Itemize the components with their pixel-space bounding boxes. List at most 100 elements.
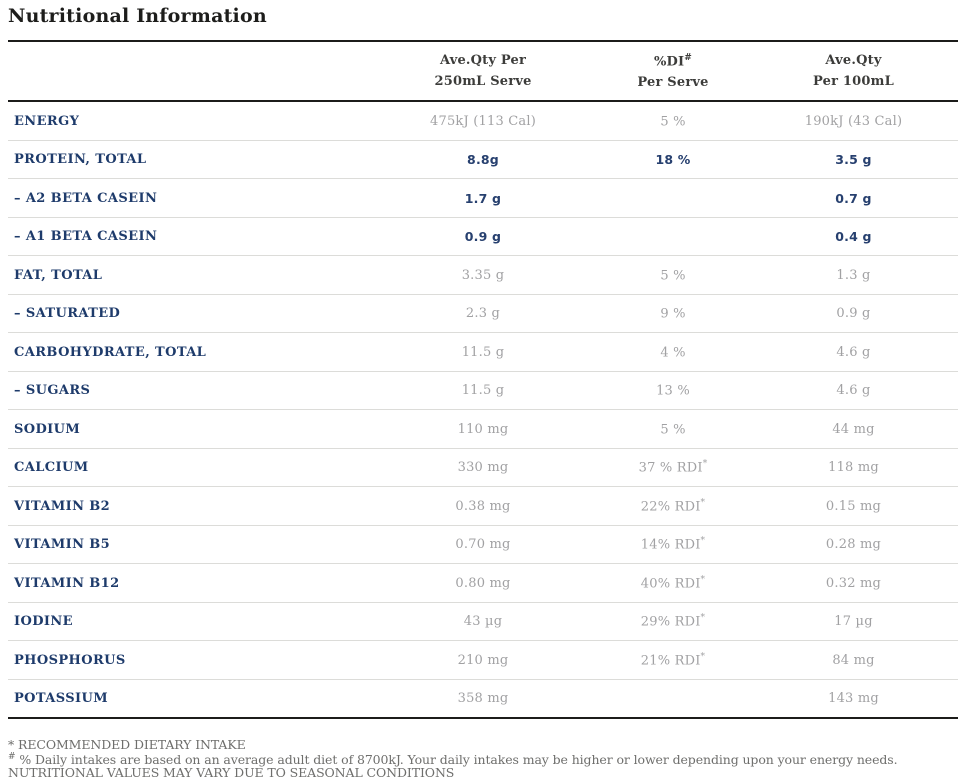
- header-percent-di: %DI# Per Serve: [597, 41, 749, 103]
- footnote-seasonal: NUTRITIONAL VALUES MAY VARY DUE TO SEASO…: [8, 765, 455, 780]
- table-row: – A1 BETA CASEIN 0.9 g 0.4 g: [8, 217, 958, 256]
- table-row: ENERGY 475kJ (113 Cal) 5 % 190kJ (43 Cal…: [8, 101, 958, 141]
- nutrient-label: – A2 BETA CASEIN: [14, 190, 158, 206]
- footnotes: * RECOMMENDED DIETARY INTAKE # % Daily i…: [8, 738, 958, 779]
- value-per-100ml: 0.4 g: [835, 229, 872, 245]
- value-per-serve: 3.35 g: [461, 267, 505, 283]
- nutrient-label: IODINE: [14, 614, 73, 630]
- value-percent-di: 13 %: [597, 371, 749, 410]
- value-per-100ml: 1.3 g: [836, 267, 871, 283]
- footnote-rdi: * RECOMMENDED DIETARY INTAKE: [8, 737, 246, 753]
- header-per-serve: Ave.Qty Per 250mL Serve: [369, 41, 597, 103]
- value-per-100ml: 17 µg: [834, 614, 873, 630]
- value-per-serve: 11.5 g: [461, 383, 505, 399]
- table-row: – A2 BETA CASEIN 1.7 g 0.7 g: [8, 179, 958, 218]
- header-percent-di-line2: Per Serve: [637, 75, 709, 91]
- nutrient-label: ENERGY: [14, 113, 80, 129]
- nutrient-label: – SUGARS: [14, 383, 91, 399]
- value-per-serve: 11.5 g: [461, 344, 505, 360]
- di-text: 14% RDI: [640, 537, 701, 553]
- table-row: IODINE 43 µg 29% RDI* 17 µg: [8, 602, 958, 641]
- footnote-daily-intake-sup: #: [8, 752, 16, 763]
- value-percent-di: [597, 217, 749, 256]
- table-row: PHOSPHORUS 210 mg 21% RDI* 84 mg: [8, 641, 958, 680]
- table-body: ENERGY 475kJ (113 Cal) 5 % 190kJ (43 Cal…: [8, 101, 958, 719]
- nutrition-table: Ave.Qty Per 250mL Serve %DI# Per Serve A…: [8, 40, 958, 719]
- di-sup: *: [700, 613, 706, 624]
- nutrient-label: VITAMIN B2: [14, 498, 111, 514]
- value-per-100ml: 143 mg: [828, 691, 879, 707]
- value-per-serve: 1.7 g: [464, 190, 502, 206]
- di-sup: *: [700, 574, 706, 585]
- header-nutrient-blank: [8, 41, 369, 103]
- table-row: – SATURATED 2.3 g 9 % 0.9 g: [8, 294, 958, 333]
- value-per-100ml: 0.15 mg: [825, 498, 882, 514]
- di-text: 4 %: [660, 345, 686, 361]
- nutrient-label: PHOSPHORUS: [14, 652, 126, 668]
- header-per-serve-line1: Ave.Qty Per: [439, 52, 527, 68]
- value-per-100ml: 0.7 g: [835, 190, 872, 206]
- footnote-daily-intake: # % Daily intakes are based on an averag…: [8, 751, 958, 766]
- nutrient-label: FAT, TOTAL: [14, 267, 103, 283]
- nutrient-label: CARBOHYDRATE, TOTAL: [14, 344, 207, 360]
- di-sup: *: [702, 459, 708, 470]
- table-row: CALCIUM 330 mg 37 % RDI* 118 mg: [8, 448, 958, 487]
- di-text: 21% RDI: [640, 653, 701, 669]
- di-sup: *: [700, 651, 706, 662]
- di-text: 5 %: [660, 114, 686, 130]
- table-row: POTASSIUM 358 mg 143 mg: [8, 679, 958, 719]
- di-sup: *: [700, 536, 706, 547]
- value-per-100ml: 3.5 g: [835, 152, 872, 168]
- nutrient-label: – SATURATED: [14, 306, 121, 322]
- di-text: 5 %: [660, 422, 686, 438]
- value-per-serve: 0.80 mg: [455, 575, 511, 591]
- header-percent-di-line1: %DI#: [597, 48, 749, 72]
- value-percent-di: 18 %: [597, 140, 749, 179]
- value-per-serve: 0.38 mg: [455, 498, 511, 514]
- page-title: Nutritional Information: [8, 5, 267, 27]
- value-percent-di: 29% RDI*: [597, 602, 749, 641]
- di-text: 29% RDI: [640, 614, 701, 630]
- nutrition-panel: Nutritional Information Ave.Qty Per 250m…: [0, 3, 969, 779]
- value-percent-di: 37 % RDI*: [597, 448, 749, 487]
- table-row: VITAMIN B2 0.38 mg 22% RDI* 0.15 mg: [8, 487, 958, 526]
- header-per-serve-line2: 250mL Serve: [434, 73, 532, 89]
- di-text: 40% RDI: [640, 576, 701, 592]
- value-per-serve: 8.8g: [467, 152, 499, 168]
- nutrient-label: CALCIUM: [14, 460, 89, 476]
- header-percent-di-sup: #: [684, 53, 693, 63]
- value-per-100ml: 44 mg: [832, 421, 875, 437]
- nutrient-label: SODIUM: [14, 421, 81, 437]
- di-text: 5 %: [660, 268, 686, 284]
- header-per-100ml: Ave.Qty Per 100mL: [749, 41, 958, 103]
- value-per-serve: 210 mg: [457, 652, 509, 668]
- value-per-100ml: 0.28 mg: [825, 537, 882, 553]
- value-percent-di: 9 %: [597, 294, 749, 333]
- value-per-100ml: 118 mg: [828, 460, 879, 476]
- value-per-100ml: 0.9 g: [836, 306, 871, 322]
- value-per-serve: 2.3 g: [465, 306, 501, 322]
- di-text: 18 %: [655, 152, 691, 168]
- table-row: PROTEIN, TOTAL 8.8g 18 % 3.5 g: [8, 140, 958, 179]
- nutrient-label: VITAMIN B12: [14, 575, 120, 591]
- value-per-serve: 330 mg: [457, 460, 509, 476]
- di-text: 37 % RDI: [638, 460, 703, 476]
- nutrient-label: – A1 BETA CASEIN: [14, 229, 158, 245]
- table-row: FAT, TOTAL 3.35 g 5 % 1.3 g: [8, 256, 958, 295]
- value-percent-di: 22% RDI*: [597, 487, 749, 526]
- table-row: VITAMIN B12 0.80 mg 40% RDI* 0.32 mg: [8, 564, 958, 603]
- value-per-serve: 475kJ (113 Cal): [430, 113, 536, 129]
- di-sup: *: [700, 497, 706, 508]
- table-row: – SUGARS 11.5 g 13 % 4.6 g: [8, 371, 958, 410]
- value-per-serve: 43 µg: [463, 614, 503, 630]
- header-per-100ml-line2: Per 100mL: [813, 73, 894, 89]
- nutrient-label: POTASSIUM: [14, 691, 109, 707]
- header-per-100ml-line1: Ave.Qty: [825, 52, 882, 68]
- value-per-serve: 358 mg: [457, 691, 509, 707]
- value-per-serve: 110 mg: [457, 421, 509, 437]
- value-per-100ml: 0.32 mg: [825, 575, 882, 591]
- header-percent-di-text: %DI: [653, 54, 685, 70]
- value-per-100ml: 4.6 g: [836, 344, 871, 360]
- value-per-serve: 0.70 mg: [455, 537, 511, 553]
- value-per-100ml: 4.6 g: [836, 383, 871, 399]
